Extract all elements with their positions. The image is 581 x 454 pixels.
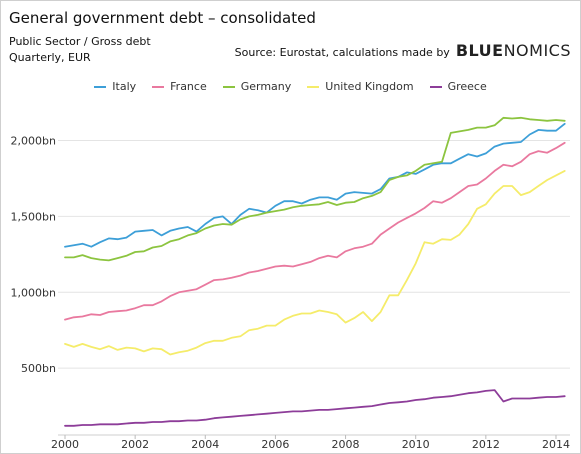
legend-label: Italy [112,80,137,93]
chart-title: General government debt – consolidated [9,9,316,27]
x-tick-label: 2002 [121,438,149,451]
x-tick-label: 2004 [191,438,219,451]
y-tick-label: 500bn [21,362,56,375]
series-line-france [64,141,566,321]
chart-subtitle-frequency: Quarterly, EUR [9,51,91,64]
y-tick-label: 2,000bn [11,135,56,148]
x-tick-label: 2006 [261,438,289,451]
legend-swatch [222,85,235,88]
legend-item-united-kingdom[interactable]: United Kingdom [307,80,414,93]
source-text: Source: Eurostat, calculations made by [234,46,450,59]
legend-label: Germany [240,80,292,93]
series-line-italy [64,122,566,248]
bluenomics-logo[interactable]: BLUENOMICS [456,41,571,60]
x-tick-label: 2012 [472,438,500,451]
x-tick-label: 2000 [51,438,79,451]
brand-rest-text: NOMICS [503,41,571,60]
chart-legend: Italy France Germany United Kingdom Greece [0,80,581,93]
legend-item-france[interactable]: France [152,80,207,93]
legend-swatch [152,85,165,88]
y-tick-label: 1,500bn [11,210,56,223]
x-tick-label: 2008 [332,438,360,451]
series-line-united-kingdom [64,169,566,356]
legend-item-italy[interactable]: Italy [94,80,136,93]
legend-item-greece[interactable]: Greece [429,80,487,93]
legend-label: France [170,80,207,93]
chart-subtitle-sector: Public Sector / Gross debt [9,35,151,48]
legend-swatch [94,85,107,88]
y-tick-label: 1,000bn [11,286,56,299]
source-note: Source: Eurostat, calculations made by B… [235,41,571,60]
legend-label: United Kingdom [325,80,414,93]
series-line-germany [64,116,566,262]
brand-bold-text: BLUE [455,41,504,60]
legend-swatch [429,85,442,88]
series-line-greece [64,389,566,427]
x-tick-label: 2014 [542,438,570,451]
legend-label: Greece [447,80,487,93]
x-tick-label: 2010 [402,438,430,451]
legend-item-germany[interactable]: Germany [222,80,292,93]
legend-swatch [307,85,320,88]
